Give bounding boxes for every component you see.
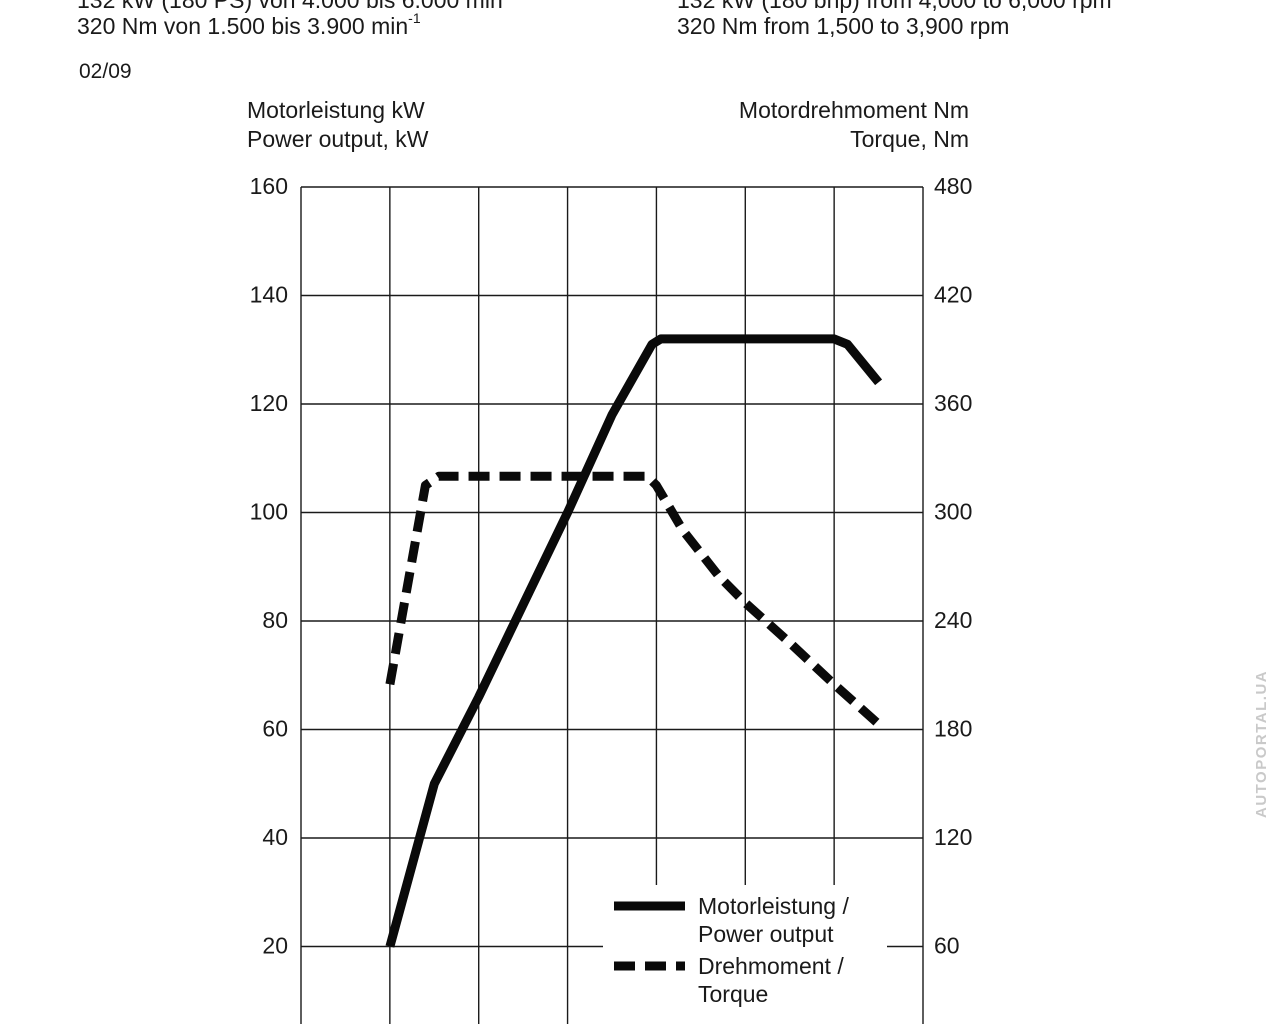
- legend-label-line1: Motorleistung /: [698, 893, 849, 919]
- tick-label-right: 480: [934, 173, 972, 199]
- left-axis-title-de: Motorleistung kW: [247, 97, 425, 123]
- grid-lines: [300, 186, 924, 1024]
- tick-label-left: 160: [250, 173, 288, 199]
- tick-label-left: 100: [250, 499, 288, 525]
- header-de-torque-exponent: -1: [408, 10, 421, 27]
- header-de-torque: 320 Nm von 1.500 bis 3.900 min-1: [77, 10, 421, 40]
- header-de-torque-text: 320 Nm von 1.500 bis 3.900 min: [77, 13, 409, 39]
- header-date: 02/09: [79, 60, 132, 83]
- left-axis-title-en: Power output, kW: [247, 126, 429, 152]
- series-lines: [385, 334, 883, 948]
- tick-label-left: 20: [262, 933, 288, 959]
- header-en-power: 132 kW (180 bhp) from 4,000 to 6,000 rpm: [677, 0, 1112, 13]
- series-power-line: [385, 334, 883, 948]
- legend-label-line2: Power output: [698, 921, 834, 947]
- series-torque-line: [385, 471, 882, 728]
- tick-label-left: 40: [262, 824, 288, 850]
- right-axis-title-de: Motordrehmoment Nm: [739, 97, 969, 123]
- tick-label-right: 60: [934, 933, 960, 959]
- tick-labels: 20 60 40 120 60 180 80 240 100 300 120 360 140 420 160…: [250, 173, 973, 959]
- tick-label-right: 180: [934, 716, 972, 742]
- tick-label-left: 120: [250, 390, 288, 416]
- tick-label-right: 360: [934, 390, 972, 416]
- header-de-power-text: 132 kW (180 PS) von 4.000 bis 6.000 min: [77, 0, 503, 13]
- tick-label-left: 140: [250, 282, 288, 308]
- right-axis-title-en: Torque, Nm: [850, 126, 969, 152]
- legend-label-line1: Drehmoment /: [698, 953, 844, 979]
- tick-label-right: 240: [934, 607, 972, 633]
- tick-label-left: 60: [262, 716, 288, 742]
- header-en-torque: 320 Nm from 1,500 to 3,900 rpm: [677, 13, 1010, 39]
- legend-label-line2: Torque: [698, 981, 768, 1007]
- legend: Motorleistung /Power output Drehmoment /T…: [603, 885, 887, 1024]
- tick-label-right: 420: [934, 282, 972, 308]
- watermark: AUTOPORTAL.UA: [1253, 669, 1270, 818]
- tick-label-left: 80: [262, 607, 288, 633]
- header-de-power: 132 kW (180 PS) von 4.000 bis 6.000 min-…: [77, 0, 515, 14]
- tick-label-right: 120: [934, 824, 972, 850]
- tick-label-right: 300: [934, 499, 972, 525]
